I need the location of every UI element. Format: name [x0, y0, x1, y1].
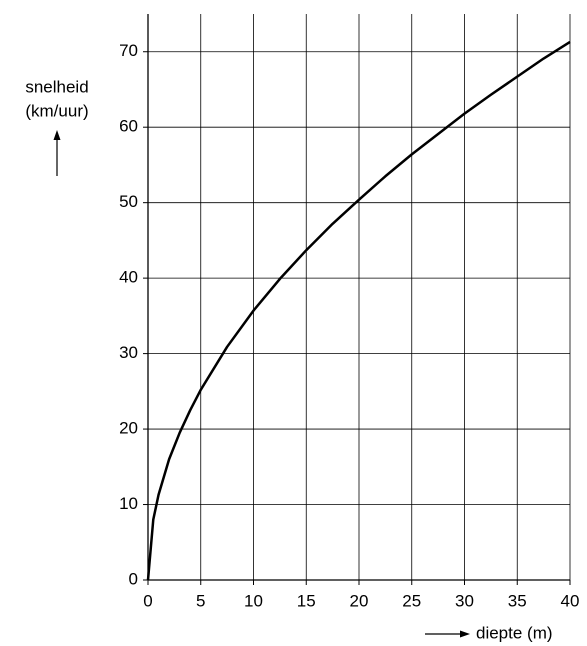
- y-arrow: [53, 130, 61, 176]
- x-tick-label: 30: [455, 591, 474, 610]
- y-tick-label: 30: [119, 343, 138, 362]
- x-axis-label: diepte (m): [476, 623, 553, 642]
- y-tick-label: 0: [129, 569, 138, 588]
- y-tick-label: 10: [119, 494, 138, 513]
- y-tick-label: 20: [119, 419, 138, 438]
- y-tick-label: 60: [119, 117, 138, 136]
- y-axis-unit: (km/uur): [25, 101, 88, 120]
- x-tick-label: 40: [561, 591, 580, 610]
- y-tick-label: 70: [119, 41, 138, 60]
- data-line: [146, 40, 571, 581]
- y-tick-label: 40: [119, 268, 138, 287]
- x-tick-label: 25: [402, 591, 421, 610]
- x-tick-label: 0: [143, 591, 152, 610]
- x-tick-label: 15: [297, 591, 316, 610]
- y-tick-label: 50: [119, 192, 138, 211]
- x-tick-label: 35: [508, 591, 527, 610]
- x-tick-label: 5: [196, 591, 205, 610]
- y-axis-label: snelheid: [25, 77, 88, 96]
- x-arrow: [425, 630, 470, 638]
- x-tick-label: 10: [244, 591, 263, 610]
- x-tick-label: 20: [350, 591, 369, 610]
